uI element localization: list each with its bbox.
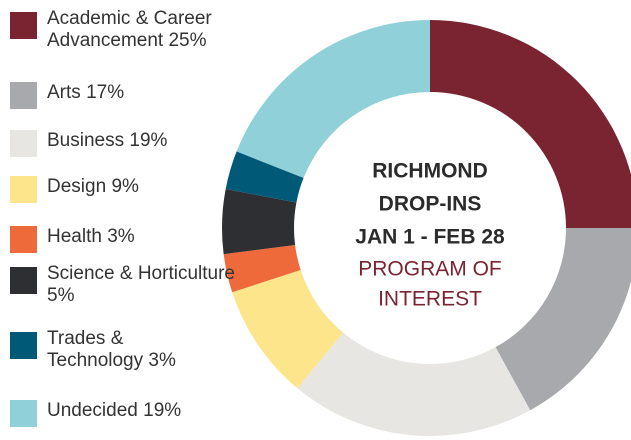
center-title: JAN 1 - FEB 28	[355, 226, 505, 249]
legend-category: Arts	[47, 82, 81, 103]
legend-label: Health 3%	[47, 226, 247, 248]
legend-value: 19%	[143, 400, 182, 421]
center-subtitle: PROGRAM OF	[358, 258, 502, 281]
legend-label: Trades & Technology 3%	[47, 328, 197, 372]
legend-item: Arts 17%	[10, 82, 247, 109]
legend-swatch	[10, 130, 37, 157]
donut-segment	[223, 245, 301, 293]
legend-label: Undecided 19%	[47, 400, 247, 422]
center-title: DROP-INS	[379, 193, 482, 216]
legend-category: Trades & Technology	[47, 328, 144, 371]
legend-category: Business	[47, 130, 125, 151]
legend-value: 25%	[168, 30, 207, 51]
donut-segment	[297, 332, 531, 437]
legend-value: 3%	[148, 350, 176, 371]
legend-item: Business 19%	[10, 130, 247, 157]
legend-item: Health 3%	[10, 226, 247, 253]
donut-segment	[495, 228, 631, 411]
legend-swatch	[10, 267, 37, 294]
donut-segment	[232, 270, 344, 389]
legend-item: Design 9%	[10, 176, 247, 203]
legend-value: 19%	[129, 130, 168, 151]
legend-label: Science & Horticulture 5%	[47, 263, 247, 307]
center-subtitle: INTEREST	[378, 288, 482, 311]
legend-value: 17%	[86, 82, 125, 103]
legend-category: Design	[47, 176, 107, 197]
legend-swatch	[10, 400, 37, 427]
legend-swatch	[10, 176, 37, 203]
legend-category: Academic & Career Advancement	[47, 8, 212, 51]
legend-item: Undecided 19%	[10, 400, 247, 427]
legend-label: Arts 17%	[47, 82, 247, 104]
legend-item: Trades & Technology 3%	[10, 328, 197, 372]
legend-category: Undecided	[47, 400, 138, 421]
legend-swatch	[10, 12, 37, 39]
legend-swatch	[10, 332, 37, 359]
donut-segment	[236, 20, 430, 178]
legend-category: Health	[47, 226, 102, 247]
legend-value: 3%	[107, 226, 135, 247]
donut-segment	[222, 189, 297, 255]
legend-item: Academic & Career Advancement 25%	[10, 8, 247, 52]
legend-label: Business 19%	[47, 130, 247, 152]
donut-segment	[225, 151, 304, 203]
center-title: RICHMOND	[372, 160, 488, 183]
legend-label: Academic & Career Advancement 25%	[47, 8, 247, 52]
legend-swatch	[10, 226, 37, 253]
legend-item: Science & Horticulture 5%	[10, 263, 247, 307]
legend-value: 9%	[111, 176, 139, 197]
donut-segment	[430, 20, 631, 228]
legend-category: Science & Horticulture	[47, 263, 235, 284]
legend-swatch	[10, 82, 37, 109]
legend-label: Design 9%	[47, 176, 247, 198]
legend-value: 5%	[47, 285, 75, 306]
